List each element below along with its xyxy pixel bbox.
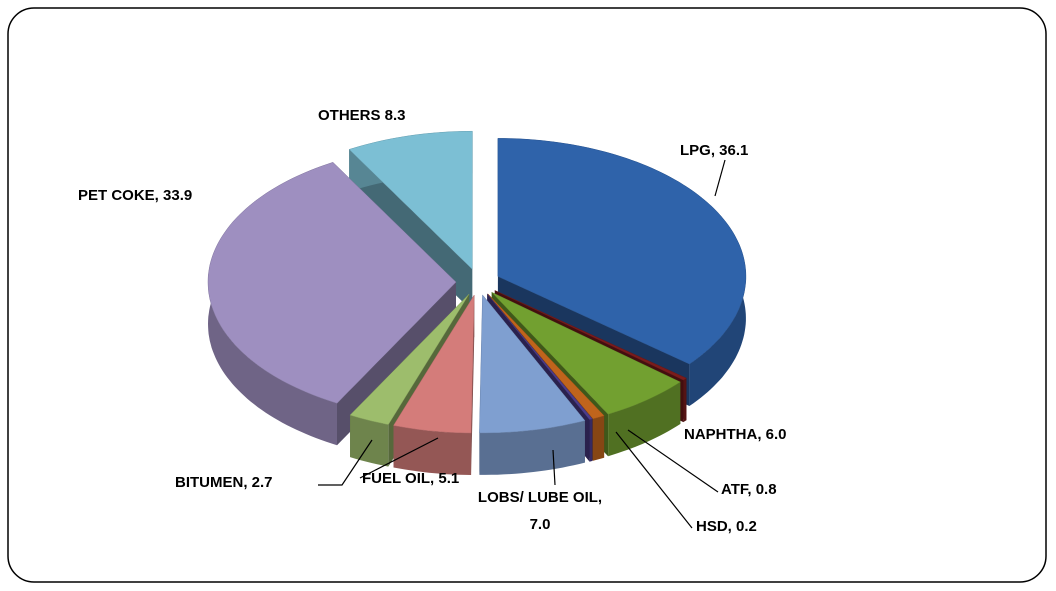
slice [393, 294, 475, 434]
slice [349, 293, 470, 425]
data-label: NAPHTHA, 6.0 [684, 426, 787, 443]
slice [487, 293, 593, 420]
leader-line [359, 437, 439, 479]
data-label: ATF, 0.8 [721, 481, 777, 498]
slice-side [589, 419, 593, 462]
leader-line [318, 439, 373, 486]
data-label: OTHERS 8.3 [318, 107, 406, 124]
slice [494, 290, 687, 381]
slice [491, 292, 681, 415]
data-label: LPG, 36.1 [680, 142, 749, 159]
slice [207, 162, 457, 404]
slice-side [608, 382, 681, 457]
slice-side [393, 425, 472, 475]
slice-side [683, 378, 687, 423]
slice [487, 293, 605, 420]
slice [497, 138, 747, 365]
pie [207, 130, 747, 475]
slice-side [593, 415, 605, 461]
leader-line [714, 159, 726, 197]
slice-side [479, 420, 585, 475]
data-label: LOBS/ LUBE OIL, 7.0 [477, 489, 603, 533]
leader-line [627, 429, 719, 493]
data-label: FUEL OIL, 5.1 [362, 470, 460, 487]
data-label: HSD, 0.2 [696, 518, 757, 535]
slice-side [350, 415, 389, 467]
leader-line [552, 449, 556, 486]
slice [479, 294, 586, 434]
data-label: PET COKE, 33.9 [78, 187, 193, 204]
data-label: BITUMEN, 2.7 [175, 474, 273, 491]
leader-line [615, 431, 693, 529]
slice [348, 130, 473, 270]
